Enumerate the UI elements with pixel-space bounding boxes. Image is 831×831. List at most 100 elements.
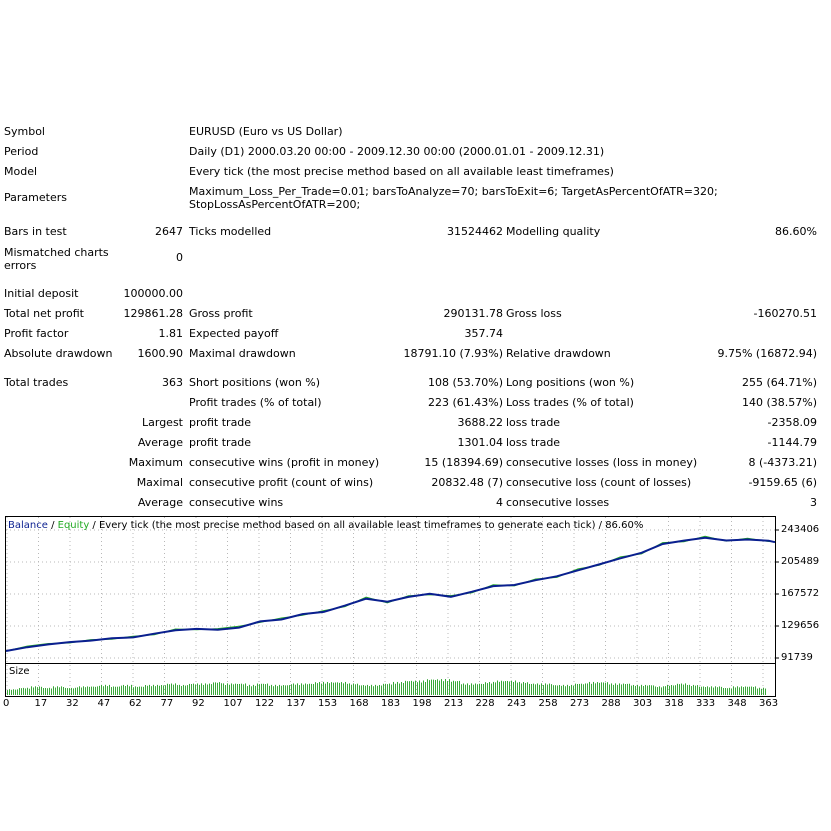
size-bar [739,687,740,695]
size-bar [463,683,464,695]
size-bar [45,687,46,695]
size-bar [97,686,98,695]
size-bar [353,683,354,695]
size-bar [21,688,22,695]
size-bar [339,682,340,695]
size-bar [137,686,138,695]
size-bar [285,685,286,695]
size-bar [61,686,62,695]
parameters-line-1: Maximum_Loss_Per_Trade=0.01; barsToAnaly… [189,185,718,198]
size-bar [683,684,684,695]
size-bar [461,684,462,695]
size-bar [607,682,608,695]
size-bar [703,686,704,695]
model-value: Every tick (the most precise method base… [189,165,614,178]
size-bar [257,683,258,695]
size-bar [471,683,472,695]
size-bar [699,686,700,695]
size-bar [407,681,408,695]
size-bar [385,683,386,695]
size-bar [761,688,762,695]
size-bar [447,681,448,695]
period-label: Period [4,145,39,158]
size-bar [575,683,576,695]
row-maximum: Maximum consecutive wins (profit in mone… [0,455,831,471]
legend-equity: Equity [57,520,90,531]
x-tick-label: 213 [444,698,464,709]
netprofit-value: 129861.28 [123,307,184,320]
size-bar [673,685,674,695]
size-bar [115,686,116,695]
size-bar [15,689,16,695]
size-bar [9,689,10,695]
average-loss-label: loss trade [506,436,561,449]
trades-label: Total trades [4,376,69,389]
size-bar [669,685,670,695]
grossprofit-value: 290131.78 [443,307,504,320]
avg-wins-value: 4 [496,496,503,509]
size-bar [109,684,110,695]
size-bar [651,685,652,695]
size-bar [165,685,166,695]
size-bar [619,683,620,695]
size-bar [39,686,40,695]
size-bar [661,687,662,695]
size-bar [43,688,44,695]
avg-losses-value: 3 [810,496,817,509]
size-bar [239,683,240,695]
row-profit-trades: Profit trades (% of total) 223 (61.43%) … [0,395,831,411]
size-bar [117,686,118,695]
size-bar [759,687,760,695]
size-bar [25,688,26,695]
size-bar [427,679,428,695]
bars-label: Bars in test [4,225,67,238]
size-bar [647,685,648,695]
payoff-value: 357.74 [464,327,504,340]
size-bar [499,681,500,695]
size-bar [629,683,630,695]
size-bar [485,682,486,695]
size-bar [347,683,348,695]
size-bar [133,687,134,695]
size-bar [73,688,74,695]
size-bar [267,683,268,695]
size-bar [209,683,210,695]
size-bar [245,683,246,695]
size-bar [635,685,636,695]
size-bar [617,684,618,695]
size-bar [723,687,724,695]
size-bar [609,684,610,695]
size-bar [401,682,402,695]
size-bars [7,679,766,695]
x-tick-label: 303 [633,698,653,709]
size-bar [449,679,450,695]
size-bar [535,684,536,695]
size-bar [737,686,738,695]
row-period: Period Daily (D1) 2000.03.20 00:00 - 200… [0,144,831,160]
size-bar [539,684,540,695]
size-bar [329,683,330,695]
size-bar [219,682,220,695]
size-bar [745,686,746,695]
size-bar [101,684,102,695]
size-bar [533,683,534,695]
row-maximal: Maximal consecutive profit (count of win… [0,475,831,491]
size-bar [103,686,104,695]
ltrades-label: Loss trades (% of total) [506,396,634,409]
size-bar [375,684,376,695]
size-bar [331,682,332,695]
size-bar [259,684,260,695]
size-bar [223,683,224,695]
size-bar [419,680,420,695]
size-bar [519,681,520,695]
size-bar [211,684,212,695]
size-bar [467,683,468,695]
size-bar [221,683,222,695]
size-bar [127,684,128,695]
parameters-line-2: StopLossAsPercentOfATR=200; [189,198,361,211]
grossprofit-label: Gross profit [189,307,253,320]
x-tick-label: 288 [601,698,621,709]
size-bar [623,683,624,695]
size-bar [65,687,66,695]
size-bar [549,683,550,695]
